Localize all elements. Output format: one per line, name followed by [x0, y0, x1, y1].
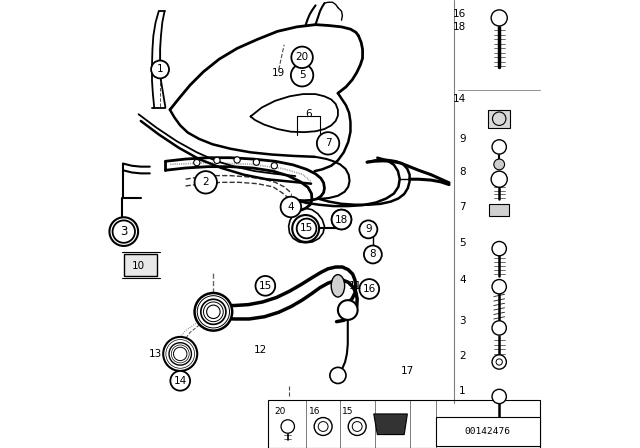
Bar: [269, 400, 540, 448]
Text: 16: 16: [363, 284, 376, 294]
Text: 18: 18: [335, 215, 348, 224]
Text: 6: 6: [305, 109, 312, 119]
Text: 00142476: 00142476: [465, 426, 511, 436]
Circle shape: [151, 60, 169, 78]
Circle shape: [291, 64, 314, 86]
Circle shape: [280, 197, 301, 217]
Text: 14: 14: [173, 376, 187, 386]
Circle shape: [492, 321, 506, 335]
Circle shape: [332, 210, 351, 229]
Circle shape: [364, 246, 382, 263]
Circle shape: [360, 221, 376, 237]
Circle shape: [234, 157, 240, 163]
Text: 12: 12: [254, 345, 268, 355]
Bar: [436, 417, 540, 446]
Text: 15: 15: [300, 224, 313, 233]
Polygon shape: [374, 414, 407, 435]
Text: 20: 20: [296, 52, 308, 62]
Circle shape: [195, 171, 217, 194]
Circle shape: [195, 293, 232, 331]
Circle shape: [281, 420, 294, 433]
Circle shape: [492, 140, 506, 154]
Circle shape: [163, 337, 197, 371]
Text: 17: 17: [401, 366, 414, 376]
Text: 4: 4: [459, 275, 466, 285]
Circle shape: [297, 219, 316, 238]
Text: 16: 16: [452, 9, 466, 19]
Circle shape: [365, 247, 380, 262]
Text: 1: 1: [157, 65, 163, 74]
Circle shape: [317, 132, 339, 155]
Circle shape: [330, 367, 346, 383]
Text: 5: 5: [459, 238, 466, 248]
Circle shape: [314, 418, 332, 435]
Text: 19: 19: [272, 69, 285, 78]
Circle shape: [491, 10, 508, 26]
Circle shape: [170, 371, 190, 391]
Circle shape: [360, 279, 379, 299]
Text: 15: 15: [259, 281, 272, 291]
Circle shape: [271, 163, 278, 169]
Text: 14: 14: [452, 94, 466, 103]
Text: 9: 9: [365, 224, 372, 234]
Circle shape: [492, 355, 506, 369]
Text: 15: 15: [342, 407, 353, 416]
Circle shape: [214, 157, 220, 164]
Text: 20: 20: [274, 407, 285, 416]
Bar: [488, 110, 511, 128]
Circle shape: [253, 159, 260, 165]
Circle shape: [492, 389, 506, 404]
Circle shape: [348, 418, 366, 435]
Text: 8: 8: [459, 168, 466, 177]
Text: 2: 2: [202, 177, 209, 187]
Circle shape: [492, 241, 506, 256]
Text: 4: 4: [287, 202, 294, 212]
Circle shape: [291, 47, 313, 68]
Circle shape: [360, 220, 378, 238]
Text: 16: 16: [309, 407, 321, 416]
Circle shape: [109, 217, 138, 246]
Text: 13: 13: [149, 349, 163, 359]
Circle shape: [338, 300, 358, 320]
Text: 5: 5: [299, 70, 305, 80]
Circle shape: [494, 159, 504, 170]
Text: 3: 3: [120, 225, 127, 238]
Bar: [124, 254, 157, 276]
Bar: [490, 204, 509, 216]
Text: 7: 7: [324, 138, 332, 148]
Circle shape: [492, 280, 506, 294]
Circle shape: [255, 276, 275, 296]
Circle shape: [169, 343, 191, 365]
Text: 11: 11: [349, 281, 362, 291]
Text: 18: 18: [452, 22, 466, 32]
Text: 8: 8: [369, 250, 376, 259]
Circle shape: [194, 159, 200, 166]
Circle shape: [292, 215, 319, 242]
Text: 7: 7: [459, 202, 466, 212]
Text: 2: 2: [459, 351, 466, 361]
Text: 3: 3: [459, 316, 466, 326]
Text: 1: 1: [459, 386, 466, 396]
Text: 9: 9: [459, 134, 466, 144]
Circle shape: [201, 299, 226, 324]
Circle shape: [113, 220, 135, 243]
Circle shape: [491, 171, 508, 187]
Text: 10: 10: [132, 261, 145, 271]
Ellipse shape: [332, 275, 345, 297]
Circle shape: [332, 210, 351, 229]
